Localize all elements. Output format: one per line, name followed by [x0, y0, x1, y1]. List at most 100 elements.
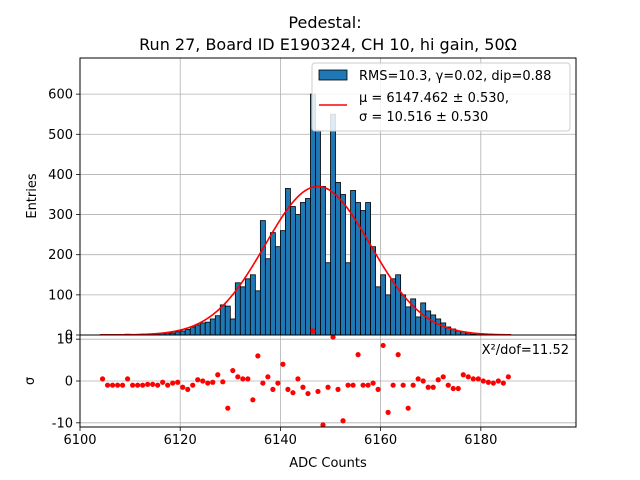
x-tick-label: 6180	[464, 433, 497, 448]
residual-point	[500, 380, 506, 386]
residual-point	[505, 374, 511, 380]
legend: RMS=10.3, γ=0.02, dip=0.88 μ = 6147.462 …	[311, 62, 571, 132]
residual-point	[210, 379, 216, 385]
residual-point	[130, 382, 136, 388]
residual-point	[410, 382, 416, 388]
legend-fit-label-line1: μ = 6147.462 ± 0.530,	[359, 91, 509, 106]
x-tick-label: 6160	[364, 433, 397, 448]
residual-point	[140, 382, 146, 388]
legend-box	[311, 62, 571, 132]
residual-point	[365, 382, 371, 388]
chart-title-line2: Run 27, Board ID E190324, CH 10, hi gain…	[139, 35, 517, 54]
residual-point	[240, 376, 246, 382]
histogram-bar	[430, 314, 437, 335]
residual-point	[150, 381, 156, 387]
histogram-bar	[400, 294, 407, 335]
residual-point	[230, 367, 236, 374]
residual-point	[255, 353, 261, 359]
residual-point	[235, 374, 241, 380]
legend-histogram-label: RMS=10.3, γ=0.02, dip=0.88	[359, 69, 551, 84]
gaussian-fit-curve	[100, 185, 511, 335]
residual-point	[325, 384, 331, 390]
residual-point	[180, 384, 186, 390]
histogram-bar	[405, 306, 412, 335]
residual-point	[195, 377, 201, 383]
residual-point	[420, 378, 426, 384]
residual-point	[109, 382, 116, 388]
histogram-bar	[269, 232, 276, 335]
residual-point	[220, 379, 226, 385]
x-tick-label: 6100	[63, 433, 96, 448]
residual-point	[275, 380, 281, 386]
residual-point	[455, 385, 461, 392]
residual-point	[415, 376, 421, 382]
residual-point	[330, 334, 336, 340]
histogram-bar	[214, 315, 221, 335]
residual-point	[205, 380, 211, 386]
histogram-bar	[315, 129, 321, 335]
residual-point	[355, 352, 361, 358]
residual-point	[145, 381, 151, 387]
histogram-bar	[305, 198, 311, 335]
histogram-bar	[370, 246, 376, 335]
residuals-y-ticks: -10 0 10	[52, 333, 80, 431]
histogram-bar	[254, 290, 261, 335]
residual-point	[190, 382, 196, 388]
residual-point	[260, 380, 266, 386]
residuals-y-tick-label: -10	[52, 416, 73, 431]
residual-point	[200, 378, 206, 384]
residuals-frame	[79, 334, 577, 428]
residual-point	[225, 405, 231, 411]
residual-point	[300, 384, 306, 390]
residual-point	[480, 378, 486, 384]
residual-point	[280, 361, 286, 367]
residual-point	[114, 382, 121, 388]
residual-point	[250, 397, 256, 403]
residual-point	[135, 382, 141, 388]
residual-points	[99, 328, 511, 428]
residual-point	[460, 372, 466, 378]
residual-point	[400, 382, 406, 388]
histogram-bar	[274, 246, 281, 335]
histogram-bar	[249, 274, 256, 335]
residual-point	[340, 418, 346, 424]
residual-point	[395, 352, 401, 358]
histogram-bar	[330, 113, 336, 335]
histogram-bar	[179, 330, 186, 335]
residual-point	[290, 390, 296, 396]
histogram-bar	[219, 304, 226, 335]
residual-point	[305, 390, 311, 397]
histogram-bar	[280, 230, 286, 335]
residual-point	[285, 386, 291, 392]
residual-point	[345, 382, 351, 388]
residual-point	[475, 376, 481, 382]
residual-point	[310, 328, 316, 334]
histogram-panel: 0 100 200 300 400 500 600 Entries RMS=10.3, γ=…	[25, 57, 577, 344]
residual-point	[124, 376, 131, 382]
residuals-y-tick-label: 0	[65, 375, 73, 390]
residual-point	[490, 380, 496, 386]
histogram-y-tick-label: 600	[48, 88, 73, 103]
residual-point	[485, 379, 491, 385]
residual-point	[385, 409, 391, 415]
histogram-bar	[264, 258, 271, 335]
residual-point	[470, 376, 476, 382]
residuals-y-tick-label: 10	[56, 333, 73, 348]
histogram-bar	[244, 278, 251, 335]
x-tick-label: 6120	[164, 433, 197, 448]
histogram-y-label: Entries	[25, 173, 40, 219]
histogram-bar	[415, 316, 422, 335]
histogram-bar	[290, 206, 296, 335]
residuals-y-label: σ	[23, 377, 38, 385]
x-tick-label: 6140	[264, 433, 297, 448]
chart-title-line1: Pedestal:	[288, 13, 361, 32]
residual-point	[160, 379, 166, 385]
residual-point	[380, 342, 386, 349]
histogram-bar	[325, 262, 331, 335]
histogram-bar	[435, 318, 442, 335]
histogram-bar	[425, 310, 432, 335]
residual-point	[315, 388, 321, 395]
histogram-y-ticks: 0 100 200 300 400 500 600	[48, 88, 80, 344]
